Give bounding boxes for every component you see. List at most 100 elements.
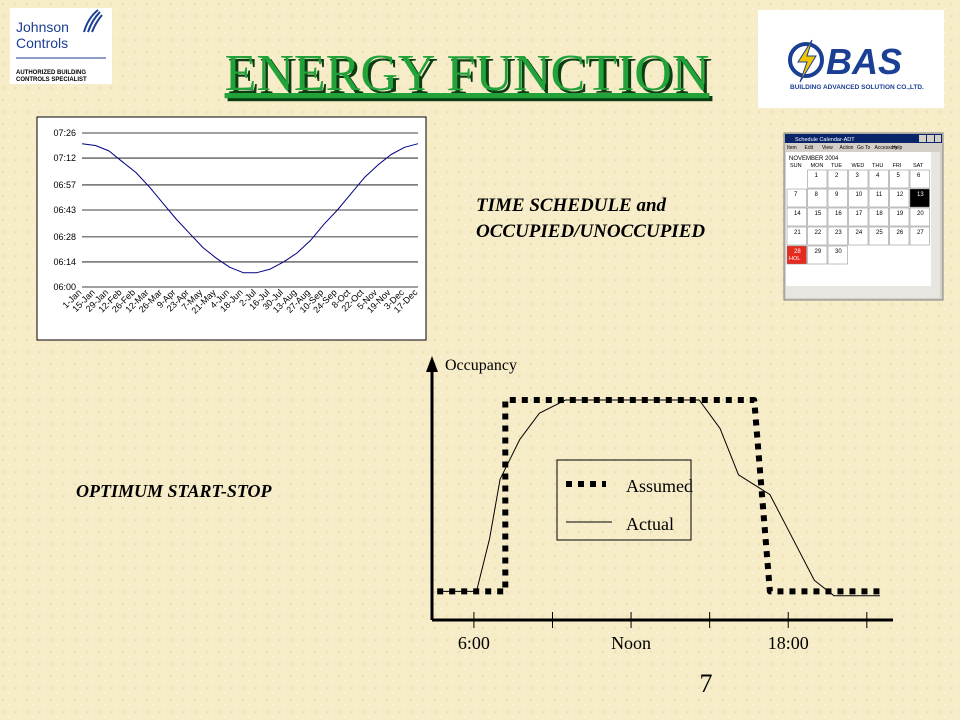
day-cell[interactable]	[868, 226, 889, 246]
day-cell[interactable]	[827, 226, 848, 246]
menu-item[interactable]: View	[822, 145, 833, 151]
logo-name: BAS	[826, 41, 902, 82]
legend-label: Assumed	[626, 476, 693, 496]
day-number: 4	[876, 173, 880, 179]
day-cell[interactable]	[909, 226, 930, 246]
window-title: Schedule Calendar-ADT	[795, 137, 855, 143]
day-cell[interactable]	[807, 226, 828, 246]
x-tick-label: Noon	[611, 633, 651, 653]
window-button[interactable]	[919, 135, 926, 142]
day-cell[interactable]	[909, 188, 930, 208]
window-button[interactable]	[935, 135, 941, 142]
series-line	[81, 143, 419, 274]
day-number: 16	[835, 211, 842, 217]
day-cell[interactable]	[868, 188, 889, 208]
day-number: 26	[897, 230, 904, 236]
day-number: 15	[815, 211, 822, 217]
feature-label: TIME SCHEDULE and	[476, 195, 667, 216]
y-tick-label: 06:28	[53, 232, 76, 242]
logo-name: Johnson	[16, 19, 69, 35]
menu-item[interactable]: Edit	[805, 145, 814, 151]
legend-box	[556, 459, 692, 541]
logo-tag: BUILDING ADVANCED SOLUTION CO.,LTD.	[790, 84, 924, 91]
y-tick-label: 07:26	[53, 128, 76, 138]
weekday: SUN	[790, 163, 802, 169]
day-number: 12	[897, 192, 904, 198]
logo-name: Controls	[16, 35, 68, 51]
x-tick-label: 18:00	[768, 633, 809, 653]
holiday-label: HOL	[789, 256, 800, 262]
title-shadow: ENERGY FUNCTION	[228, 48, 713, 105]
day-cell[interactable]	[786, 226, 807, 246]
day-number: 19	[897, 211, 904, 217]
day-cell[interactable]	[827, 207, 848, 227]
day-cell[interactable]	[909, 169, 930, 189]
day-cell[interactable]	[889, 226, 910, 246]
page-number: 7	[700, 669, 713, 698]
calendar-window: Schedule Calendar-ADT NOVEMBER 2004 Item…	[783, 132, 944, 301]
day-cell[interactable]	[848, 169, 869, 189]
logo-box	[10, 8, 112, 84]
logo-ring	[788, 42, 824, 78]
y-tick-label: 06:00	[53, 282, 76, 292]
jci-logo: Johnson Controls AUTHORIZED BUILDING CON…	[10, 8, 112, 84]
weekday: SAT	[913, 163, 924, 169]
day-number: 6	[917, 173, 921, 179]
legend-label: Actual	[626, 514, 674, 534]
day-cell[interactable]	[889, 188, 910, 208]
day-number: 5	[897, 173, 901, 179]
day-number: 2	[835, 173, 839, 179]
day-cell[interactable]	[848, 207, 869, 227]
day-cell[interactable]	[786, 207, 807, 227]
day-cell[interactable]	[889, 207, 910, 227]
day-number: 28	[794, 249, 801, 255]
day-cell[interactable]	[827, 169, 848, 189]
day-number: 20	[917, 211, 924, 217]
series-line	[437, 399, 880, 597]
day-number: 11	[876, 192, 883, 198]
day-cell[interactable]	[848, 188, 869, 208]
day-cell[interactable]	[827, 245, 848, 265]
bas-logo: BAS BUILDING ADVANCED SOLUTION CO.,LTD.	[758, 10, 944, 108]
day-cell[interactable]	[868, 169, 889, 189]
day-cell[interactable]	[786, 188, 807, 208]
menu-item[interactable]: Action	[840, 145, 854, 151]
day-cell[interactable]	[807, 188, 828, 208]
logo-bolt	[797, 39, 817, 83]
day-cell[interactable]	[786, 245, 807, 265]
day-cell[interactable]	[848, 226, 869, 246]
day-number: 18	[876, 211, 883, 217]
y-tick-label: 06:57	[53, 180, 76, 190]
menu-item[interactable]: Accessory	[875, 145, 899, 151]
weekday: FRI	[893, 163, 902, 169]
day-number: 9	[835, 192, 839, 198]
weekday: THU	[872, 163, 883, 169]
day-cell[interactable]	[807, 207, 828, 227]
window-button[interactable]	[927, 135, 934, 142]
menu-item[interactable]: Item	[787, 145, 797, 151]
menu-item[interactable]: Go To	[857, 145, 870, 151]
titlebar	[785, 134, 942, 143]
day-number: 30	[835, 249, 842, 255]
day-cell[interactable]	[807, 169, 828, 189]
feature-label: OPTIMUM START-STOP	[76, 481, 273, 501]
menu-item[interactable]: Help	[892, 145, 903, 151]
day-cell[interactable]	[827, 188, 848, 208]
day-number: 22	[815, 230, 822, 236]
y-tick-label: 06:14	[53, 257, 76, 267]
day-cell[interactable]	[889, 169, 910, 189]
day-number: 29	[815, 249, 822, 255]
day-cell[interactable]	[909, 207, 930, 227]
day-cell[interactable]	[807, 245, 828, 265]
day-cell[interactable]	[868, 207, 889, 227]
day-number: 24	[856, 230, 863, 236]
day-number: 17	[856, 211, 863, 217]
day-number: 21	[794, 230, 801, 236]
title: ENERGY FUNCTION	[225, 45, 710, 102]
scrollbar[interactable]	[931, 152, 940, 286]
day-number: 7	[794, 192, 798, 198]
day-number: 10	[856, 192, 863, 198]
axis-arrow	[426, 356, 438, 372]
